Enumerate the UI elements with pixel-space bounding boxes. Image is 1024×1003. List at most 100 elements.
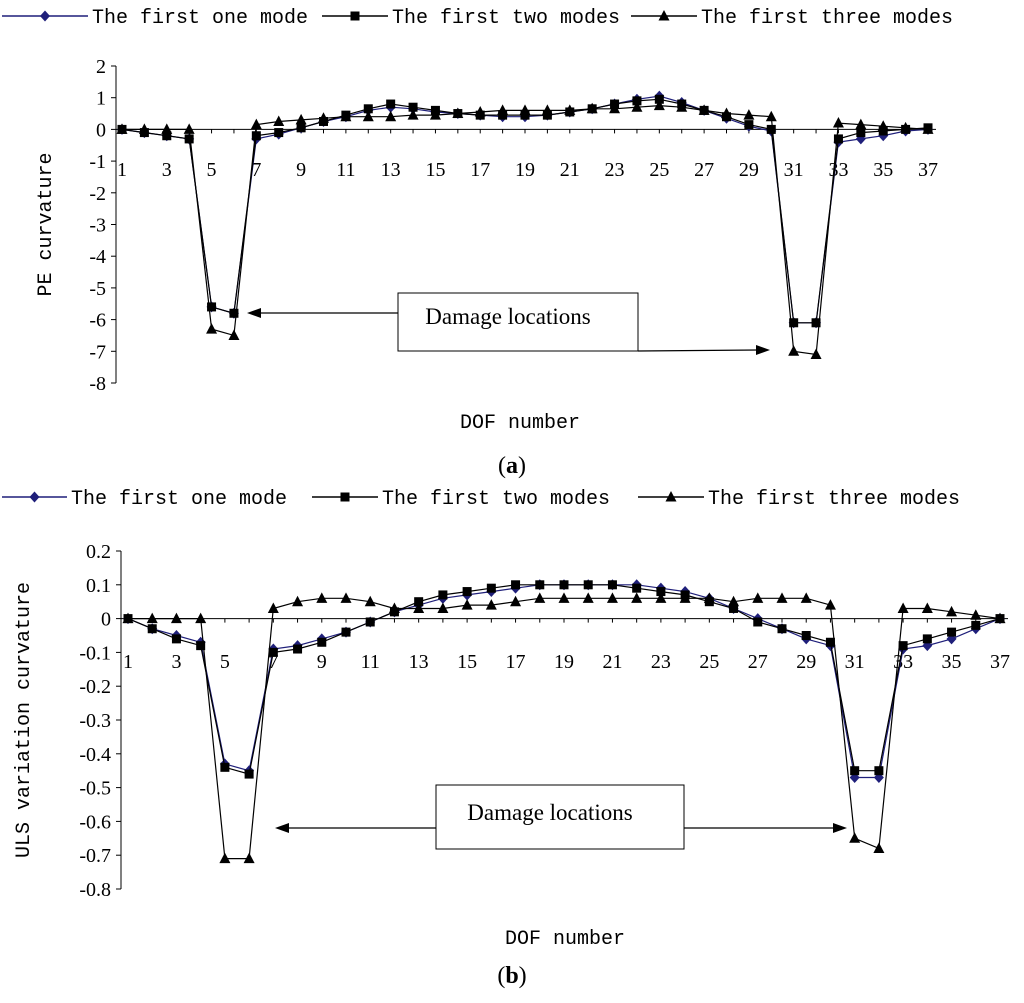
y-axis-title: PE curvature bbox=[35, 152, 58, 296]
data-point bbox=[317, 637, 327, 647]
data-point bbox=[274, 128, 284, 138]
data-point bbox=[161, 123, 173, 134]
data-point bbox=[789, 318, 799, 328]
x-tick-label: 25 bbox=[699, 651, 719, 673]
x-tick-label: 13 bbox=[409, 651, 429, 673]
x-tick-label: 19 bbox=[554, 651, 574, 673]
data-point bbox=[293, 644, 303, 654]
y-tick-label: -0.6 bbox=[79, 811, 111, 833]
legend-label: The first one mode bbox=[92, 7, 308, 30]
y-tick-label: 0 bbox=[96, 119, 106, 141]
data-point bbox=[653, 99, 665, 111]
data-point bbox=[874, 766, 884, 776]
x-tick-label: 31 bbox=[845, 651, 865, 673]
data-point bbox=[170, 612, 182, 624]
x-tick-label: 3 bbox=[162, 159, 172, 181]
y-tick-label: 0.1 bbox=[86, 575, 111, 597]
data-point bbox=[877, 120, 889, 131]
data-point bbox=[564, 104, 576, 115]
data-point bbox=[511, 580, 521, 590]
x-tick-label: 37 bbox=[990, 651, 1010, 673]
data-point bbox=[520, 110, 530, 120]
x-tick-label: 5 bbox=[207, 159, 217, 181]
data-point bbox=[437, 602, 449, 613]
data-point bbox=[631, 592, 643, 603]
data-point bbox=[408, 102, 418, 112]
data-point bbox=[922, 634, 932, 644]
x-tick-label: 21 bbox=[602, 651, 622, 673]
data-point bbox=[898, 641, 908, 651]
x-tick-label: 37 bbox=[918, 159, 938, 181]
data-point bbox=[535, 580, 545, 590]
data-point bbox=[452, 107, 464, 119]
series-3 bbox=[116, 99, 934, 359]
legend-marker-square bbox=[350, 11, 360, 21]
data-point bbox=[970, 609, 982, 620]
x-tick-label: 25 bbox=[649, 159, 669, 181]
data-point bbox=[116, 123, 128, 134]
data-point bbox=[407, 109, 419, 120]
x-tick-label: 5 bbox=[220, 651, 230, 673]
data-point bbox=[766, 124, 776, 134]
annotation-box bbox=[397, 292, 639, 352]
x-tick-label: 15 bbox=[425, 159, 445, 181]
data-point bbox=[316, 592, 328, 603]
data-point bbox=[206, 323, 218, 334]
arrow-left-head bbox=[247, 308, 261, 318]
data-point bbox=[721, 107, 732, 119]
annotation-box bbox=[435, 784, 685, 850]
y-tick-label: -0.7 bbox=[79, 845, 111, 867]
y-tick-label: 0.2 bbox=[86, 541, 111, 563]
legend: The first one mode The first two modes The… bbox=[2, 7, 953, 30]
data-point bbox=[147, 624, 157, 634]
data-point bbox=[921, 602, 933, 613]
x-tick-label: 35 bbox=[942, 651, 962, 673]
x-tick-label: 19 bbox=[515, 159, 535, 181]
data-point bbox=[195, 612, 207, 624]
data-point bbox=[534, 592, 546, 603]
data-point bbox=[171, 634, 181, 644]
data-point bbox=[676, 101, 688, 112]
arrow-right-head bbox=[833, 823, 847, 833]
x-tick-label: 13 bbox=[381, 159, 401, 181]
data-point bbox=[729, 603, 739, 613]
legend-label: The first two modes bbox=[382, 488, 610, 511]
data-point bbox=[388, 602, 400, 613]
y-tick-label: 2 bbox=[96, 56, 106, 78]
x-tick-label: 9 bbox=[317, 651, 327, 673]
y-axis-title: ULS variation curvature bbox=[13, 582, 36, 858]
data-point bbox=[849, 832, 861, 843]
data-point bbox=[243, 852, 255, 864]
data-point bbox=[824, 599, 836, 610]
data-point bbox=[788, 345, 800, 356]
data-point bbox=[541, 104, 553, 115]
x-tick-label: 11 bbox=[336, 159, 355, 181]
data-point bbox=[296, 123, 306, 133]
data-point bbox=[856, 128, 866, 138]
y-tick-label: -7 bbox=[89, 341, 106, 363]
y-tick-label: -0.5 bbox=[79, 778, 111, 800]
data-point bbox=[744, 120, 754, 130]
legend-marker-square bbox=[340, 492, 350, 502]
data-point bbox=[229, 308, 239, 318]
x-tick-label: 3 bbox=[171, 651, 181, 673]
x-tick-label: 17 bbox=[470, 159, 490, 181]
y-tick-label: -5 bbox=[89, 278, 106, 300]
x-tick-label: 29 bbox=[739, 159, 759, 181]
legend-marker-diamond bbox=[29, 491, 40, 503]
annotation-text: Damage locations bbox=[467, 800, 632, 825]
y-tick-label: -1 bbox=[89, 151, 106, 173]
damage-annotation: Damage locations bbox=[275, 784, 847, 850]
data-point bbox=[728, 595, 740, 607]
data-point bbox=[873, 842, 885, 853]
legend: The first one mode The first two modes The… bbox=[2, 488, 960, 511]
data-point bbox=[497, 104, 509, 115]
data-point bbox=[250, 118, 262, 130]
data-point bbox=[510, 595, 522, 607]
data-point bbox=[558, 592, 570, 603]
data-point bbox=[753, 617, 763, 627]
legend-label: The first one mode bbox=[71, 488, 287, 511]
data-point bbox=[810, 348, 822, 359]
data-point bbox=[461, 599, 473, 610]
